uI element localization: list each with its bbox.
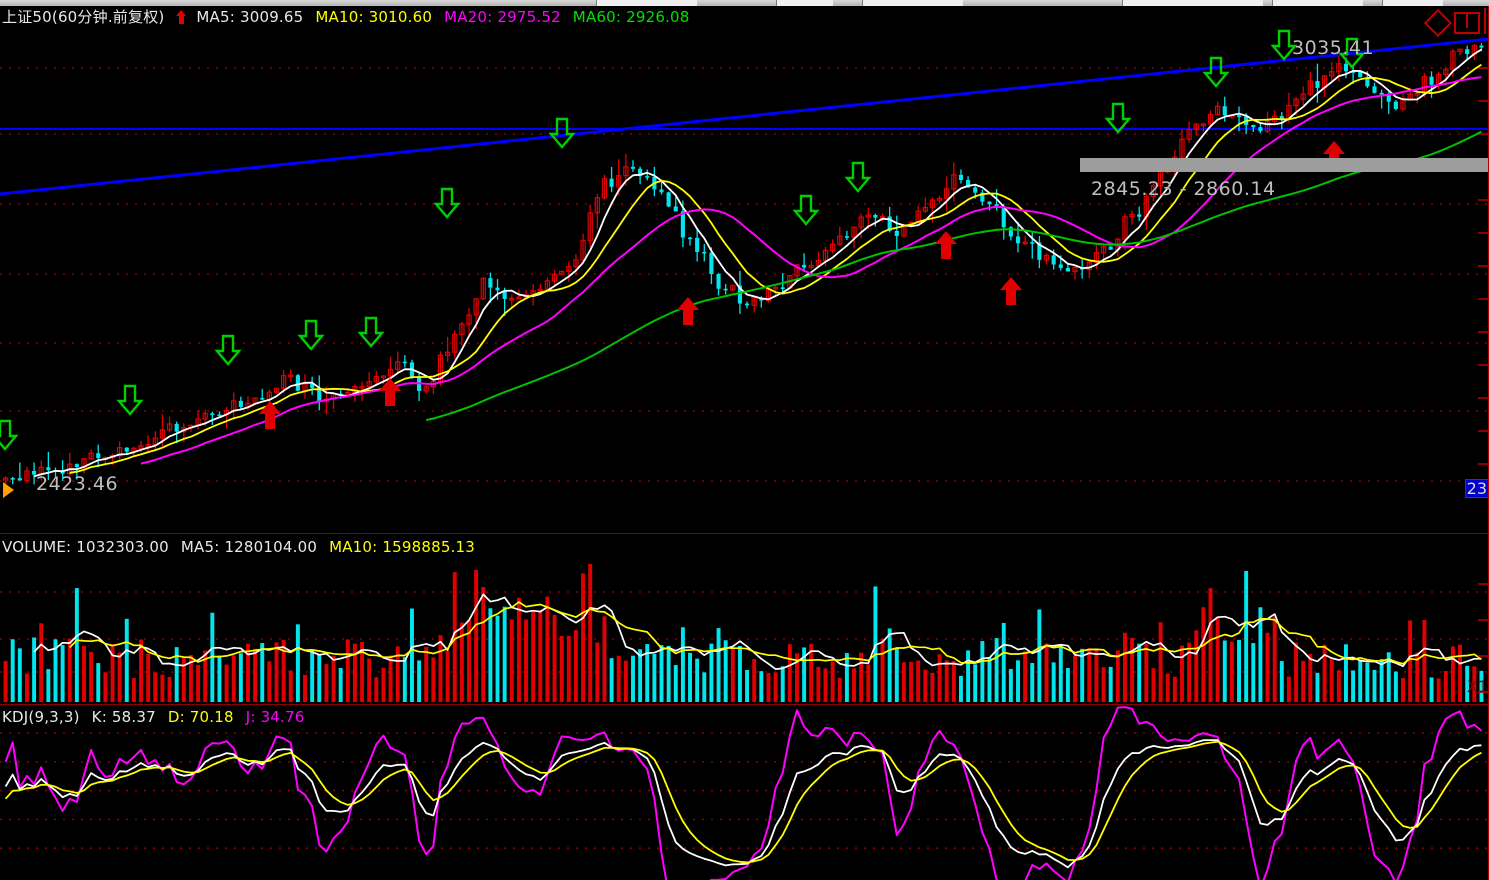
kdj-legend: KDJ(9,3,3) K: 58.37 D: 70.18 J: 34.76: [2, 708, 312, 726]
supply-zone-band: [1080, 158, 1489, 172]
volume-ma5-readout: MA5: 1280104.00: [180, 538, 318, 556]
price-axis-label: 23: [1464, 479, 1489, 498]
volume-panel[interactable]: VOLUME: 1032303.00 MA5: 1280104.00 MA10:…: [0, 534, 1489, 705]
price-chart-panel[interactable]: 上证50(60分钟.前复权) MA5: 3009.65 MA10: 3010.6…: [0, 6, 1489, 534]
kdj-name-label: KDJ(9,3,3): [2, 708, 80, 726]
price-legend: 上证50(60分钟.前复权) MA5: 3009.65 MA10: 3010.6…: [2, 8, 697, 26]
kdj-panel[interactable]: KDJ(9,3,3) K: 58.37 D: 70.18 J: 34.76: [0, 705, 1489, 880]
volume-ma10-readout: MA10: 1598885.13: [329, 538, 476, 556]
volume-axis-label: X1: [1466, 677, 1488, 696]
volume-legend: VOLUME: 1032303.00 MA5: 1280104.00 MA10:…: [2, 538, 482, 556]
resistance-zone-label: 2845.23 - 2860.14: [1091, 178, 1276, 200]
ma5-readout: MA5: 3009.65: [196, 8, 304, 26]
trend-up-arrow-icon: [176, 10, 187, 24]
split-pane-icon[interactable]: [1454, 12, 1480, 34]
kdj-line-plot[interactable]: [0, 705, 1489, 880]
panel-divider-icon: [1484, 8, 1486, 34]
price-candlestick-plot[interactable]: [0, 6, 1489, 534]
price-volume-divider: [0, 533, 1489, 534]
ma10-readout: MA10: 3010.60: [315, 8, 433, 26]
ma60-readout: MA60: 2926.08: [572, 8, 690, 26]
volume-kdj-divider: [0, 704, 1489, 705]
kdj-d-readout: D: 70.18: [167, 708, 234, 726]
window-chrome-bar: [0, 0, 1489, 6]
support-level-label: 2423.46: [36, 473, 119, 495]
kdj-k-readout: K: 58.37: [91, 708, 156, 726]
volume-bar-plot[interactable]: [0, 534, 1489, 705]
current-price-marker-icon: [3, 482, 14, 498]
instrument-title: 上证50(60分钟.前复权): [2, 8, 165, 26]
ma20-readout: MA20: 2975.52: [444, 8, 561, 26]
volume-readout: VOLUME: 1032303.00: [2, 538, 169, 556]
peak-level-label: 3035.41: [1292, 37, 1375, 59]
kdj-j-readout: J: 34.76: [245, 708, 305, 726]
